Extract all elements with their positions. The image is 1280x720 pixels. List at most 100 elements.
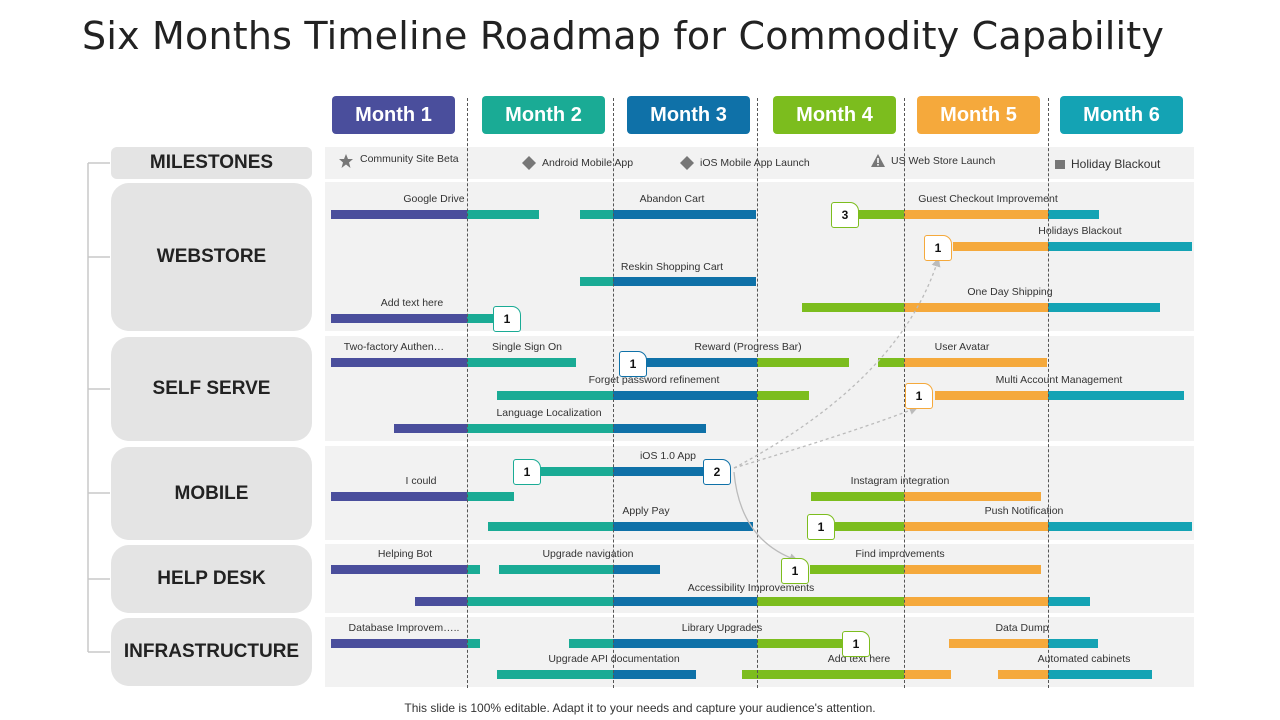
task-bar [1048,242,1192,251]
task-label: Accessibility Improvements [687,582,815,594]
milestone-us-web-store-launch: US Web Store Launch [871,154,995,167]
task-bar [858,210,904,219]
task-bar [580,277,613,286]
task-bar [904,522,1048,531]
row-label-webstore: WEBSTORE [111,183,312,331]
page-title: Six Months Timeline Roadmap for Commodit… [82,14,1165,58]
month-divider [757,98,758,688]
dependency-badge: 1 [513,459,541,485]
task-label: Guest Checkout Improvement [918,193,1058,205]
task-bar [935,391,1048,400]
task-bar [904,492,1041,501]
task-bar [488,522,613,531]
task-bar [467,565,480,574]
task-bar [742,670,904,679]
task-bar [904,597,1048,606]
row-label-mobile: MOBILE [111,447,312,540]
task-bar [757,358,849,367]
task-bar [811,492,904,501]
row-bracket [87,162,110,653]
task-bar [499,565,613,574]
task-bar [415,597,467,606]
task-label: User Avatar [934,341,990,353]
task-bar [1048,391,1184,400]
task-label: Abandon Cart [639,193,705,205]
task-label: Database Improvem….. [348,622,460,634]
task-bar [467,314,497,323]
task-bar [878,358,904,367]
task-bar [331,314,467,323]
task-label: Helping Bot [377,548,433,560]
task-bar [569,639,613,648]
row-label-self-serve: SELF SERVE [111,337,312,441]
task-bar [802,303,904,312]
task-bar [757,597,904,606]
dependency-badge: 1 [619,351,647,377]
task-bar [467,424,613,433]
month-divider [1048,98,1049,688]
task-bar [1048,597,1090,606]
star-icon [339,154,353,168]
task-label: iOS 1.0 App [639,450,697,462]
month-6-header: Month 6 [1060,96,1183,134]
task-bar [1048,210,1099,219]
milestone-label: Android Mobile App [542,157,634,169]
task-bar [540,467,613,476]
milestone-label: Community Site Beta [360,153,459,165]
diamond-icon [522,156,536,170]
row-label-infrastructure: INFRASTRUCTURE [111,618,312,686]
footer-note: This slide is 100% editable. Adapt it to… [404,701,876,715]
task-bar [331,639,467,648]
task-label: Holidays Blackout [1038,225,1122,237]
task-label: Multi Account Management [995,374,1123,386]
row-label-help-desk: HELP DESK [111,545,312,613]
milestone-android-mobile-app: Android Mobile App [522,156,633,170]
task-bar [331,565,467,574]
task-bar [757,639,849,648]
square-icon [1055,159,1065,169]
task-label: Library Upgrades [681,622,763,634]
task-bar [394,424,467,433]
milestone-label: US Web Store Launch [891,154,996,167]
task-bar [757,391,809,400]
milestone-label: iOS Mobile App Launch [700,157,810,169]
task-bar [613,639,757,648]
month-divider [613,98,614,688]
task-label: Add text here [380,297,444,309]
task-bar [904,565,1041,574]
task-label: I could [405,475,437,487]
task-bar [613,522,753,531]
task-label: Forget password refinement [588,374,720,386]
dependency-badge: 1 [781,558,809,584]
task-bar [497,391,613,400]
task-label: One Day Shipping [967,286,1053,298]
dependency-badge: 1 [807,514,835,540]
task-bar [949,639,1048,648]
task-bar [580,210,613,219]
task-bar [904,358,1047,367]
dependency-badge: 1 [493,306,521,332]
task-bar [613,424,706,433]
task-bar [1048,522,1192,531]
dependency-badge: 3 [831,202,859,228]
month-3-header: Month 3 [627,96,750,134]
task-bar [613,277,756,286]
task-label: Upgrade API documentation [548,653,680,665]
task-bar [953,242,1048,251]
task-bar [613,597,757,606]
row-bg-self-serve [325,336,1194,441]
task-bar [331,358,467,367]
task-bar [331,210,467,219]
task-bar [810,565,904,574]
dependency-badge: 1 [905,383,933,409]
dependency-badge: 1 [924,235,952,261]
milestone-ios-mobile-app-launch: iOS Mobile App Launch [680,156,810,170]
milestone-holiday-blackout: Holiday Blackout [1055,157,1160,171]
task-label: Reward (Progress Bar) [694,341,802,353]
task-label: Upgrade navigation [542,548,634,560]
month-5-header: Month 5 [917,96,1040,134]
task-label: Reskin Shopping Cart [620,261,724,273]
task-label: Instagram integration [850,475,950,487]
task-bar [613,670,696,679]
warning-icon [871,154,885,167]
